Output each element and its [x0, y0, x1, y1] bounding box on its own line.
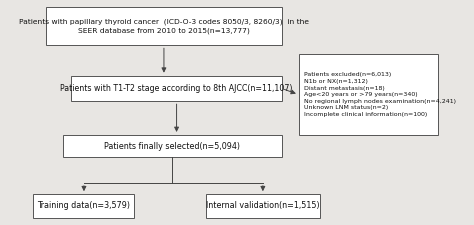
FancyBboxPatch shape	[71, 76, 282, 101]
FancyBboxPatch shape	[206, 194, 319, 218]
Text: Patients finally selected(n=5,094): Patients finally selected(n=5,094)	[104, 142, 240, 151]
FancyBboxPatch shape	[46, 7, 282, 45]
FancyBboxPatch shape	[299, 54, 438, 135]
Text: Internal validation(n=1,515): Internal validation(n=1,515)	[206, 201, 319, 210]
FancyBboxPatch shape	[34, 194, 135, 218]
Text: Training data(n=3,579): Training data(n=3,579)	[37, 201, 130, 210]
FancyBboxPatch shape	[63, 135, 282, 157]
Text: Patients with T1-T2 stage according to 8th AJCC(n=11,107): Patients with T1-T2 stage according to 8…	[60, 84, 293, 93]
Text: Patients with papillary thyroid cancer  (ICD-O-3 codes 8050/3, 8260/3)  in the
S: Patients with papillary thyroid cancer (…	[19, 19, 309, 34]
Text: Patients excluded(n=6,013)
N1b or NX(n=1,312)
Distant metastasis(n=18)
Age<20 ye: Patients excluded(n=6,013) N1b or NX(n=1…	[304, 72, 456, 117]
